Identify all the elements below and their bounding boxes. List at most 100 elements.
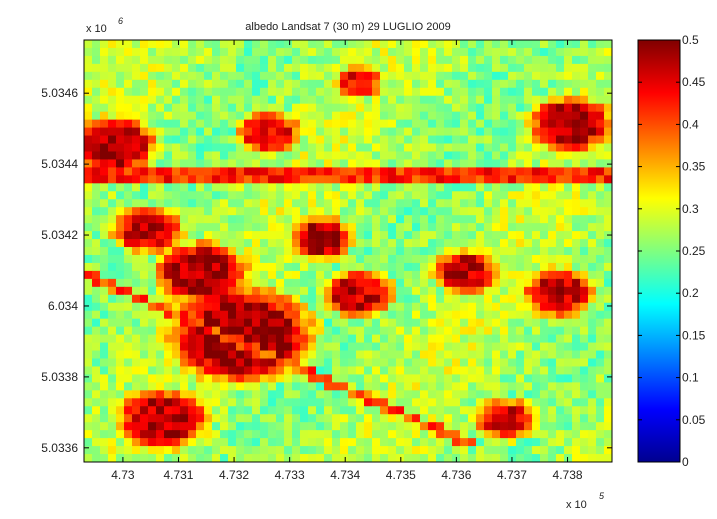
heatmap-cell	[492, 374, 501, 383]
heatmap-cell	[556, 310, 565, 320]
heatmap-cell	[524, 326, 533, 336]
heatmap-cell	[580, 207, 589, 216]
heatmap-cell	[84, 151, 93, 161]
heatmap-cell	[156, 183, 165, 192]
heatmap-cell	[164, 342, 173, 352]
heatmap-cell	[156, 95, 165, 105]
heatmap-cell	[188, 294, 197, 304]
heatmap-cell	[508, 278, 517, 288]
heatmap-cell	[260, 247, 269, 256]
heatmap-cell	[596, 350, 605, 360]
heatmap-cell	[468, 159, 477, 168]
heatmap-cell	[548, 326, 557, 336]
heatmap-cell	[596, 40, 605, 49]
heatmap-cell	[388, 40, 397, 49]
heatmap-cell	[340, 326, 349, 336]
heatmap-cell	[188, 47, 197, 57]
heatmap-cell	[492, 111, 501, 121]
heatmap-cell	[116, 119, 125, 129]
colorbar: 00.050.10.150.20.250.30.350.40.450.5	[637, 33, 706, 469]
heatmap-cell	[196, 40, 205, 49]
heatmap-cell	[548, 199, 557, 208]
heatmap-cell	[220, 103, 229, 113]
heatmap-cell	[204, 55, 213, 65]
heatmap-cell	[524, 40, 533, 49]
heatmap-cell	[428, 167, 437, 176]
heatmap-cell	[572, 398, 581, 407]
heatmap-cell	[332, 422, 341, 431]
heatmap-cell	[372, 398, 381, 407]
heatmap-cell	[364, 215, 373, 224]
heatmap-cell	[260, 366, 269, 376]
heatmap-cell	[148, 406, 157, 415]
heatmap-cell	[412, 40, 421, 49]
heatmap-cell	[292, 454, 301, 462]
heatmap-cell	[268, 326, 277, 336]
heatmap-cell	[228, 374, 237, 383]
heatmap-cell	[420, 79, 429, 89]
heatmap-cell	[428, 374, 437, 383]
heatmap-cell	[260, 446, 269, 455]
heatmap-cell	[348, 95, 357, 105]
heatmap-cell	[524, 334, 533, 344]
heatmap-cell	[172, 390, 181, 399]
heatmap-cell	[332, 310, 341, 320]
heatmap-cell	[140, 342, 149, 352]
heatmap-cell	[220, 87, 229, 97]
heatmap-cell	[276, 127, 285, 137]
heatmap-cell	[236, 87, 245, 97]
heatmap-cell	[604, 334, 612, 344]
heatmap-cell	[372, 366, 381, 376]
heatmap-cell	[276, 55, 285, 65]
heatmap-cell	[348, 79, 357, 89]
heatmap-cell	[500, 183, 509, 192]
heatmap-cell	[380, 191, 389, 200]
heatmap-cell	[316, 79, 325, 89]
heatmap-cell	[564, 438, 573, 447]
heatmap-cell	[484, 183, 493, 192]
heatmap-cell	[84, 87, 93, 97]
heatmap-cell	[532, 71, 541, 81]
heatmap-cell	[236, 310, 245, 320]
heatmap-cell	[460, 414, 469, 423]
heatmap-cell	[308, 119, 317, 129]
heatmap-cell	[148, 151, 157, 161]
heatmap-cell	[476, 398, 485, 407]
heatmap-cell	[364, 446, 373, 455]
heatmap-cell	[292, 326, 301, 336]
heatmap-cell	[228, 286, 237, 296]
heatmap-cell	[588, 454, 597, 462]
heatmap-cell	[212, 239, 221, 248]
heatmap-cell	[380, 119, 389, 129]
heatmap-cell	[196, 366, 205, 376]
heatmap-cell	[380, 334, 389, 344]
heatmap-cell	[316, 231, 325, 240]
heatmap-cell	[180, 254, 189, 264]
heatmap-cell	[500, 239, 509, 248]
heatmap-cell	[380, 71, 389, 81]
heatmap-cell	[228, 103, 237, 113]
heatmap-cell	[404, 254, 413, 264]
heatmap-cell	[428, 294, 437, 304]
heatmap-cell	[524, 87, 533, 97]
heatmap-cell	[116, 159, 125, 168]
heatmap-cell	[524, 414, 533, 423]
heatmap-cell	[244, 40, 253, 49]
heatmap-cell	[508, 47, 517, 57]
heatmap-cell	[108, 183, 117, 192]
heatmap-cell	[124, 111, 133, 121]
heatmap-cell	[388, 119, 397, 129]
heatmap-cell	[308, 199, 317, 208]
heatmap-cell	[492, 95, 501, 105]
colorbar-tick-label: 0.25	[682, 244, 706, 258]
heatmap-cell	[604, 167, 612, 176]
heatmap-cell	[92, 199, 101, 208]
heatmap-cell	[260, 47, 269, 57]
heatmap-cell	[604, 87, 612, 97]
heatmap-cell	[380, 254, 389, 264]
heatmap-cell	[92, 247, 101, 256]
heatmap-cell	[396, 191, 405, 200]
heatmap-cell	[100, 310, 109, 320]
heatmap-cell	[236, 239, 245, 248]
heatmap-cell	[236, 119, 245, 129]
